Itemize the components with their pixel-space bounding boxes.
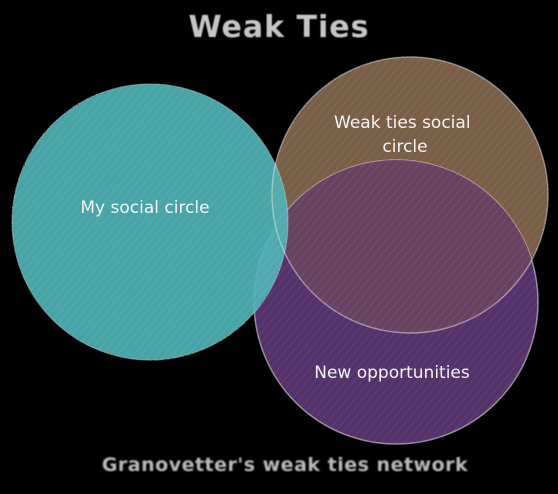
diagram-caption: Granovetter's weak ties network: [101, 454, 469, 476]
my-social-circle: [11, 83, 289, 361]
label-new-opportunities: New opportunities: [314, 363, 470, 383]
label-weak-ties-social-circle: Weak ties social circle: [334, 113, 476, 157]
diagram-title: Weak Ties: [188, 10, 370, 45]
label-my-social-circle: My social circle: [80, 198, 209, 218]
weak-ties-outline: [271, 56, 549, 334]
weak-new-overlap: [272, 160, 538, 333]
